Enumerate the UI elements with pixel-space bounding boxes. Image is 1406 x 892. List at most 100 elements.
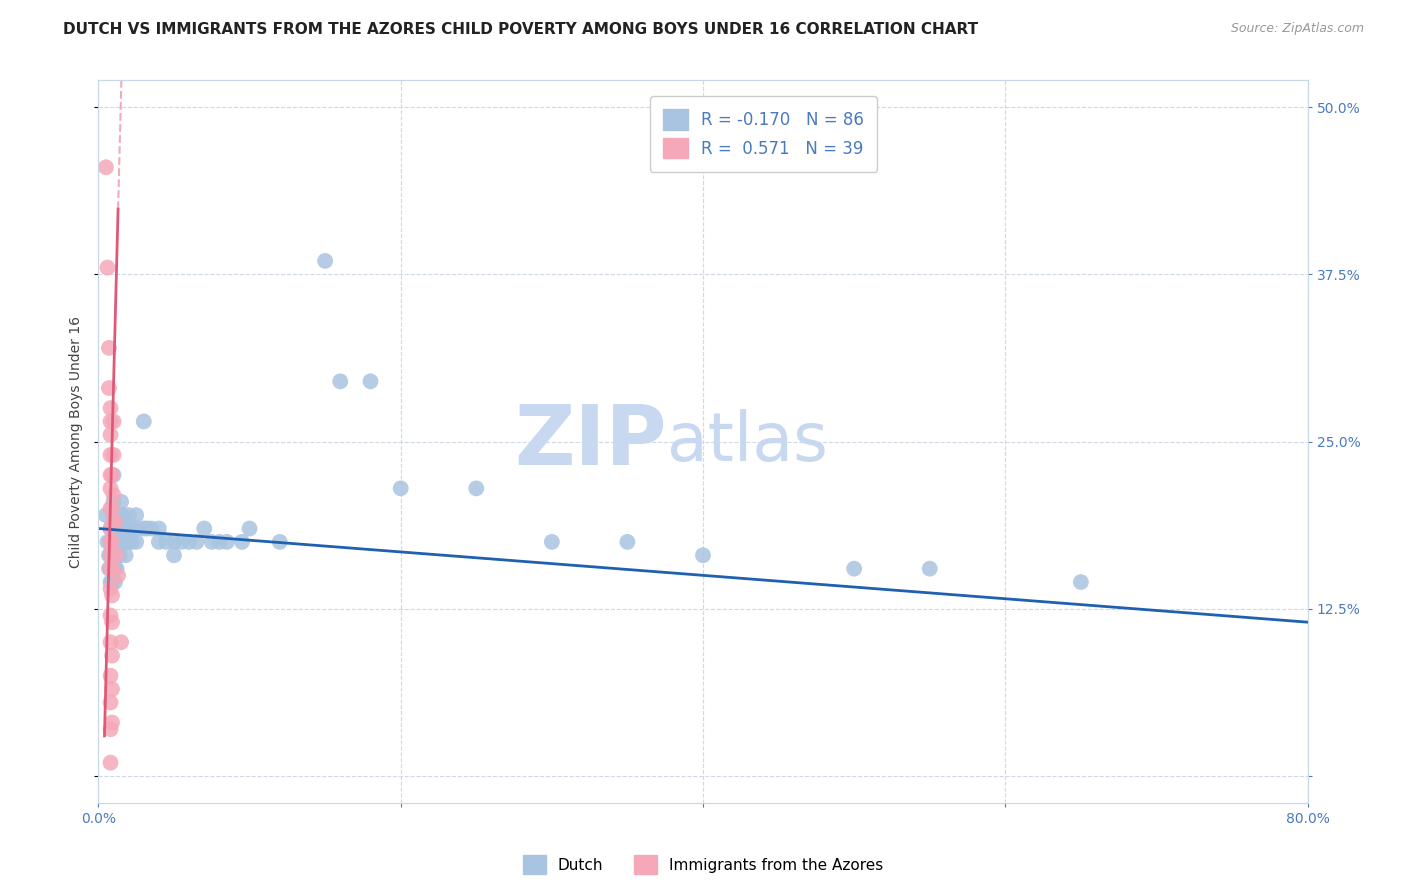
Point [101,715,124,730]
Point [105,508,128,523]
Point [111,521,134,535]
Text: atlas: atlas [666,409,828,475]
Point [100,548,122,563]
Point [100,482,122,496]
Point [121,521,143,535]
Point [105,548,128,563]
Point [465,482,488,496]
Point [101,467,124,482]
Point [103,535,125,549]
Point [100,535,122,549]
Point [155,535,177,549]
Point [100,414,122,429]
Point [101,562,124,576]
Y-axis label: Child Poverty Among Boys Under 16: Child Poverty Among Boys Under 16 [69,316,83,567]
Point [231,535,253,549]
Point [239,521,262,535]
Point [201,535,224,549]
Point [100,696,122,710]
Point [100,401,122,416]
Text: Source: ZipAtlas.com: Source: ZipAtlas.com [1230,22,1364,36]
Text: DUTCH VS IMMIGRANTS FROM THE AZORES CHILD POVERTY AMONG BOYS UNDER 16 CORRELATIO: DUTCH VS IMMIGRANTS FROM THE AZORES CHIL… [63,22,979,37]
Point [103,521,125,535]
Point [108,548,131,563]
Point [101,535,124,549]
Point [101,562,124,576]
Point [100,521,122,535]
Point [101,535,124,549]
Point [121,535,143,549]
Point [107,535,129,549]
Point [94,508,117,523]
Point [101,501,124,516]
Point [100,548,122,563]
Point [132,414,155,429]
Point [114,521,136,535]
Point [1070,575,1092,590]
Point [111,535,134,549]
Point [215,535,238,549]
Point [103,467,125,482]
Point [104,548,127,563]
Point [103,494,125,508]
Point [101,648,124,663]
Point [100,562,122,576]
Point [103,488,125,502]
Point [112,521,135,535]
Point [125,521,148,535]
Point [98,381,121,395]
Point [98,562,121,576]
Point [100,635,122,649]
Point [107,521,129,535]
Point [918,562,941,576]
Point [103,548,125,563]
Point [100,756,122,770]
Point [101,548,124,563]
Legend: Dutch, Immigrants from the Azores: Dutch, Immigrants from the Azores [516,849,890,880]
Point [94,161,117,175]
Point [105,548,128,563]
Point [540,535,562,549]
Point [110,521,132,535]
Point [112,535,135,549]
Point [118,535,141,549]
Point [108,535,131,549]
Point [170,535,193,549]
Point [314,254,336,268]
Point [96,260,118,275]
Point [100,575,122,590]
Point [101,589,124,603]
Point [844,562,866,576]
Point [101,681,124,696]
Point [96,535,118,549]
Point [148,535,170,549]
Point [108,521,131,535]
Point [103,448,125,462]
Point [103,508,125,523]
Point [107,548,129,563]
Point [100,521,122,535]
Point [100,428,122,442]
Point [100,562,122,576]
Point [360,375,382,389]
Legend: R = -0.170   N = 86, R =  0.571   N = 39: R = -0.170 N = 86, R = 0.571 N = 39 [650,95,877,171]
Point [135,521,157,535]
Point [125,508,148,523]
Point [141,521,163,535]
Point [118,521,141,535]
Point [104,515,127,529]
Point [125,535,148,549]
Point [105,562,128,576]
Point [103,562,125,576]
Point [100,608,122,623]
Point [103,414,125,429]
Point [269,535,291,549]
Point [616,535,638,549]
Point [103,515,125,529]
Point [208,535,231,549]
Point [100,669,122,683]
Point [98,548,121,563]
Point [100,448,122,462]
Point [389,482,412,496]
Point [148,521,170,535]
